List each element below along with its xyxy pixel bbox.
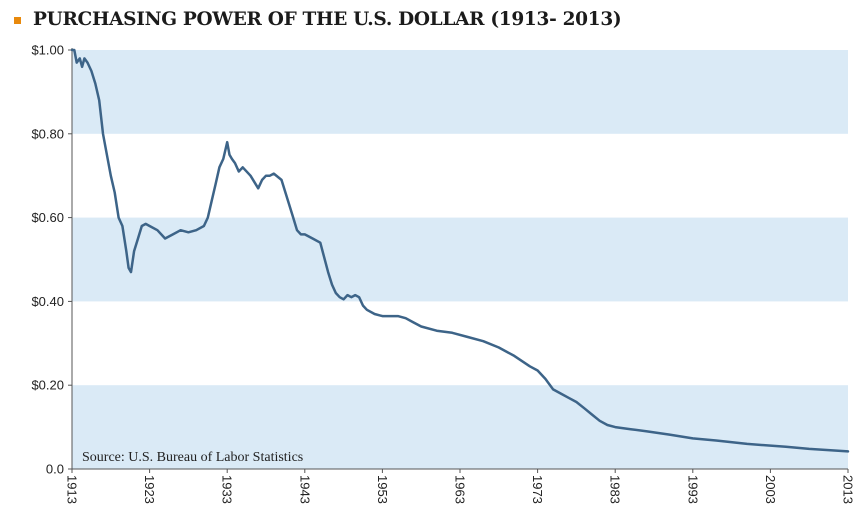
x-tick-label: 1943	[297, 475, 312, 504]
x-tick-label: 1963	[453, 475, 468, 504]
x-tick-label: 1953	[375, 475, 390, 504]
band-0	[72, 385, 848, 469]
y-tick-label: $0.20	[31, 378, 64, 393]
x-tick-label: 1973	[530, 475, 545, 504]
background-bands	[72, 50, 848, 469]
band-4	[72, 50, 848, 134]
y-axis: 0.0 $0.20 $0.40 $0.60 $0.80 $1.00	[31, 43, 73, 477]
x-tick-label: 1993	[685, 475, 700, 504]
x-axis: 1913 1923 1933 1943 1953 1963 1973 1983 1993 2003…	[65, 468, 856, 504]
band-2	[72, 217, 848, 302]
x-tick-label: 1933	[220, 475, 235, 504]
x-tick-label: 1913	[65, 475, 80, 504]
x-tick-label: 2003	[763, 475, 778, 504]
y-tick-label: $0.60	[31, 210, 64, 225]
y-tick-label: $1.00	[31, 43, 64, 58]
source-annotation: Source: U.S. Bureau of Labor Statistics	[82, 450, 303, 465]
bullet-icon	[14, 16, 21, 24]
y-tick-label: $0.40	[31, 294, 64, 309]
chart-title: PURCHASING POWER OF THE U.S. DOLLAR (191…	[33, 8, 622, 30]
series-line-purchasing-power	[70, 48, 850, 453]
x-tick-label: 1923	[142, 475, 157, 504]
x-tick-label: 2013	[841, 475, 856, 504]
y-tick-label: $0.80	[31, 126, 64, 141]
y-tick-label: 0.0	[46, 462, 64, 477]
chart-header: PURCHASING POWER OF THE U.S. DOLLAR (191…	[14, 4, 622, 34]
x-tick-label: 1983	[608, 475, 623, 504]
